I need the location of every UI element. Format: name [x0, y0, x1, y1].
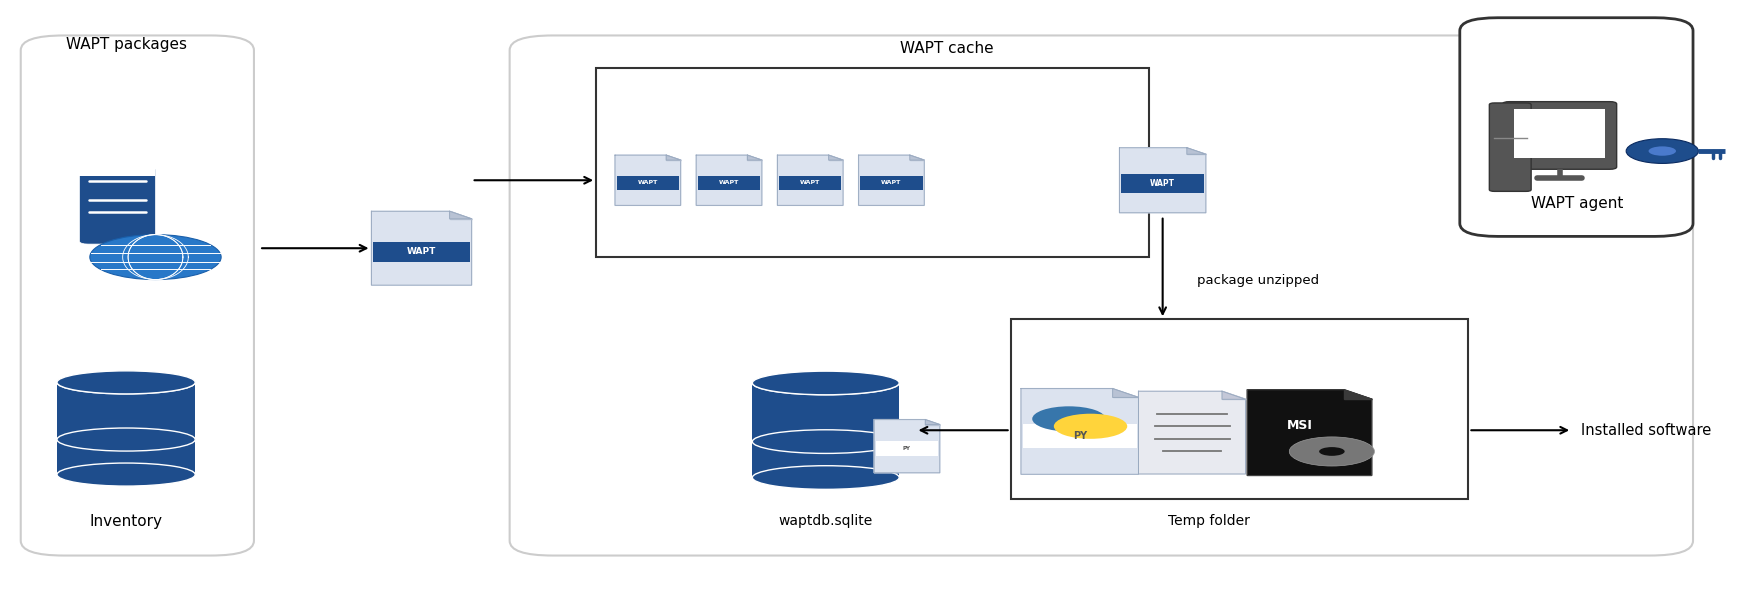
Bar: [753, 383, 899, 441]
Bar: [1515, 109, 1605, 158]
Ellipse shape: [58, 463, 195, 486]
Text: Temp folder: Temp folder: [1168, 514, 1250, 528]
Text: PY: PY: [1072, 431, 1088, 441]
Text: waptdb.sqlite: waptdb.sqlite: [779, 514, 873, 528]
Bar: [1121, 174, 1204, 193]
Bar: [80, 167, 155, 177]
Text: WAPT: WAPT: [406, 248, 436, 256]
Bar: [779, 176, 842, 190]
Bar: [596, 68, 1149, 257]
Ellipse shape: [753, 371, 899, 395]
Polygon shape: [1112, 389, 1138, 397]
Bar: [617, 176, 680, 190]
FancyBboxPatch shape: [21, 35, 254, 556]
Circle shape: [1032, 407, 1105, 431]
Circle shape: [1290, 437, 1375, 466]
Text: PY: PY: [903, 446, 912, 452]
Polygon shape: [666, 155, 682, 160]
Ellipse shape: [58, 371, 195, 394]
Polygon shape: [371, 212, 472, 285]
Bar: [58, 382, 195, 440]
Text: package unzipped: package unzipped: [1197, 274, 1319, 287]
FancyBboxPatch shape: [80, 167, 155, 244]
Circle shape: [91, 235, 221, 280]
Text: WAPT: WAPT: [800, 180, 821, 185]
Polygon shape: [859, 155, 924, 206]
Bar: [373, 242, 471, 262]
Text: WAPT: WAPT: [638, 180, 657, 185]
Bar: [1023, 424, 1136, 448]
Ellipse shape: [58, 371, 195, 394]
Ellipse shape: [753, 371, 899, 395]
Bar: [753, 383, 899, 478]
Ellipse shape: [753, 430, 899, 453]
Polygon shape: [1187, 148, 1206, 154]
Bar: [58, 382, 195, 475]
Bar: [697, 176, 760, 190]
Polygon shape: [875, 420, 939, 473]
Polygon shape: [1222, 391, 1246, 400]
Polygon shape: [1248, 390, 1372, 475]
Text: Inventory: Inventory: [89, 514, 162, 529]
Text: WAPT packages: WAPT packages: [66, 37, 187, 52]
FancyBboxPatch shape: [1489, 103, 1530, 191]
Text: WAPT: WAPT: [718, 180, 739, 185]
Polygon shape: [1021, 389, 1138, 474]
Ellipse shape: [58, 428, 195, 451]
Polygon shape: [615, 155, 682, 206]
Polygon shape: [450, 212, 472, 219]
Circle shape: [1319, 447, 1344, 456]
Text: MSI: MSI: [1286, 419, 1312, 432]
Polygon shape: [1344, 390, 1372, 399]
Text: WAPT: WAPT: [882, 180, 901, 185]
Text: WAPT agent: WAPT agent: [1530, 196, 1623, 212]
Polygon shape: [695, 155, 762, 206]
FancyBboxPatch shape: [509, 35, 1692, 556]
Circle shape: [1649, 147, 1677, 156]
Text: WAPT cache: WAPT cache: [899, 41, 994, 56]
Polygon shape: [777, 155, 844, 206]
Ellipse shape: [753, 466, 899, 489]
Bar: [861, 176, 922, 190]
FancyBboxPatch shape: [1502, 102, 1618, 169]
Polygon shape: [910, 155, 924, 160]
Polygon shape: [1138, 391, 1246, 474]
Text: Installed software: Installed software: [1581, 423, 1712, 438]
Circle shape: [1055, 414, 1128, 439]
Circle shape: [1626, 139, 1698, 163]
Bar: [1011, 319, 1468, 499]
Text: WAPT: WAPT: [1150, 179, 1175, 188]
Polygon shape: [1119, 148, 1206, 213]
Polygon shape: [926, 420, 939, 424]
Bar: [877, 441, 938, 456]
FancyBboxPatch shape: [1461, 18, 1692, 236]
Polygon shape: [748, 155, 762, 160]
Polygon shape: [828, 155, 844, 160]
